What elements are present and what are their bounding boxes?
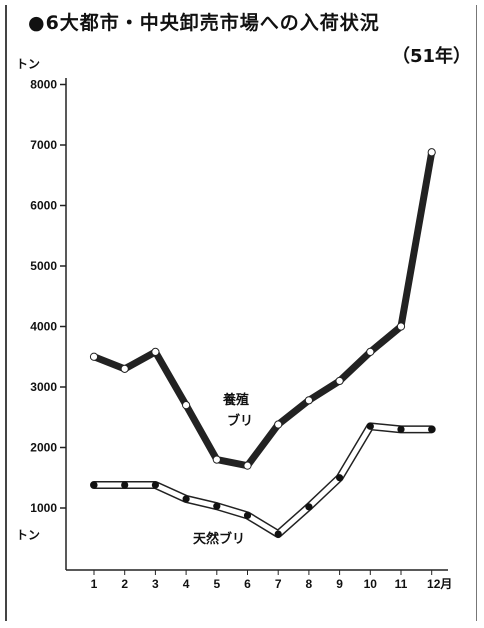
series-farmed-point	[396, 322, 406, 331]
series-farmed-point	[89, 352, 99, 361]
series-label-wild: 天然ブリ	[193, 531, 245, 547]
series-wild-point	[121, 481, 129, 489]
y-axis-unit-top: トン	[16, 57, 41, 71]
series-farmed-point	[182, 401, 191, 410]
x-tick-label: 11	[395, 577, 408, 591]
x-tick-label: 4	[183, 577, 190, 591]
series-wild-point	[428, 425, 436, 433]
y-tick-label: 1000	[30, 501, 57, 515]
series-wild-point	[336, 474, 344, 482]
series-farmed-point	[366, 347, 375, 357]
y-tick-label: 3000	[30, 380, 57, 394]
series-wild-point	[151, 481, 159, 489]
series-wild-point	[274, 530, 282, 538]
x-tick-label: 3	[152, 577, 159, 591]
series-label-farmed-line2: ブリ	[227, 413, 253, 429]
series-wild-point	[182, 495, 190, 503]
y-tick-label: 2000	[30, 441, 57, 455]
chart-frame	[5, 5, 477, 621]
series-wild-line	[91, 423, 435, 537]
series-wild-point	[90, 481, 98, 489]
series-farmed-point	[120, 364, 129, 373]
x-tick-label: 2	[121, 577, 128, 591]
series-farmed-line	[90, 148, 436, 470]
series-farmed-point	[151, 347, 160, 357]
series-label-farmed: 養殖	[222, 392, 249, 408]
series-farmed-point	[335, 376, 344, 386]
series-farmed-point	[212, 455, 221, 464]
series-farmed-point	[274, 420, 283, 429]
y-tick-label: 8000	[30, 78, 57, 92]
series-farmed-point	[243, 461, 252, 470]
series-wild-point	[397, 425, 405, 433]
series-wild-point	[305, 503, 313, 511]
y-tick-label: 4000	[30, 320, 57, 334]
x-tick-label: 8	[306, 577, 313, 591]
y-tick-label: 7000	[30, 138, 57, 152]
x-tick-label: 6	[244, 577, 251, 591]
x-tick-label: 5	[213, 577, 220, 591]
series-wild-point	[213, 502, 221, 510]
series-wild-point	[366, 422, 374, 430]
y-tick-label: 5000	[30, 259, 57, 273]
y-tick-label: 6000	[30, 199, 57, 213]
chart-subtitle-year: （51年）	[392, 46, 472, 67]
series-farmed-point	[427, 148, 436, 157]
y-axis-unit-bottom: トン	[16, 528, 41, 542]
x-tick-label: 12月	[427, 577, 452, 591]
x-tick-label: 10	[364, 577, 378, 591]
series-farmed-point	[304, 396, 313, 405]
x-tick-label: 7	[275, 577, 282, 591]
x-tick-label: 1	[91, 577, 98, 591]
chart-title: ●6大都市・中央卸売市場への入荷状況	[28, 12, 380, 34]
series-wild-point	[243, 511, 252, 520]
x-tick-label: 9	[336, 577, 343, 591]
